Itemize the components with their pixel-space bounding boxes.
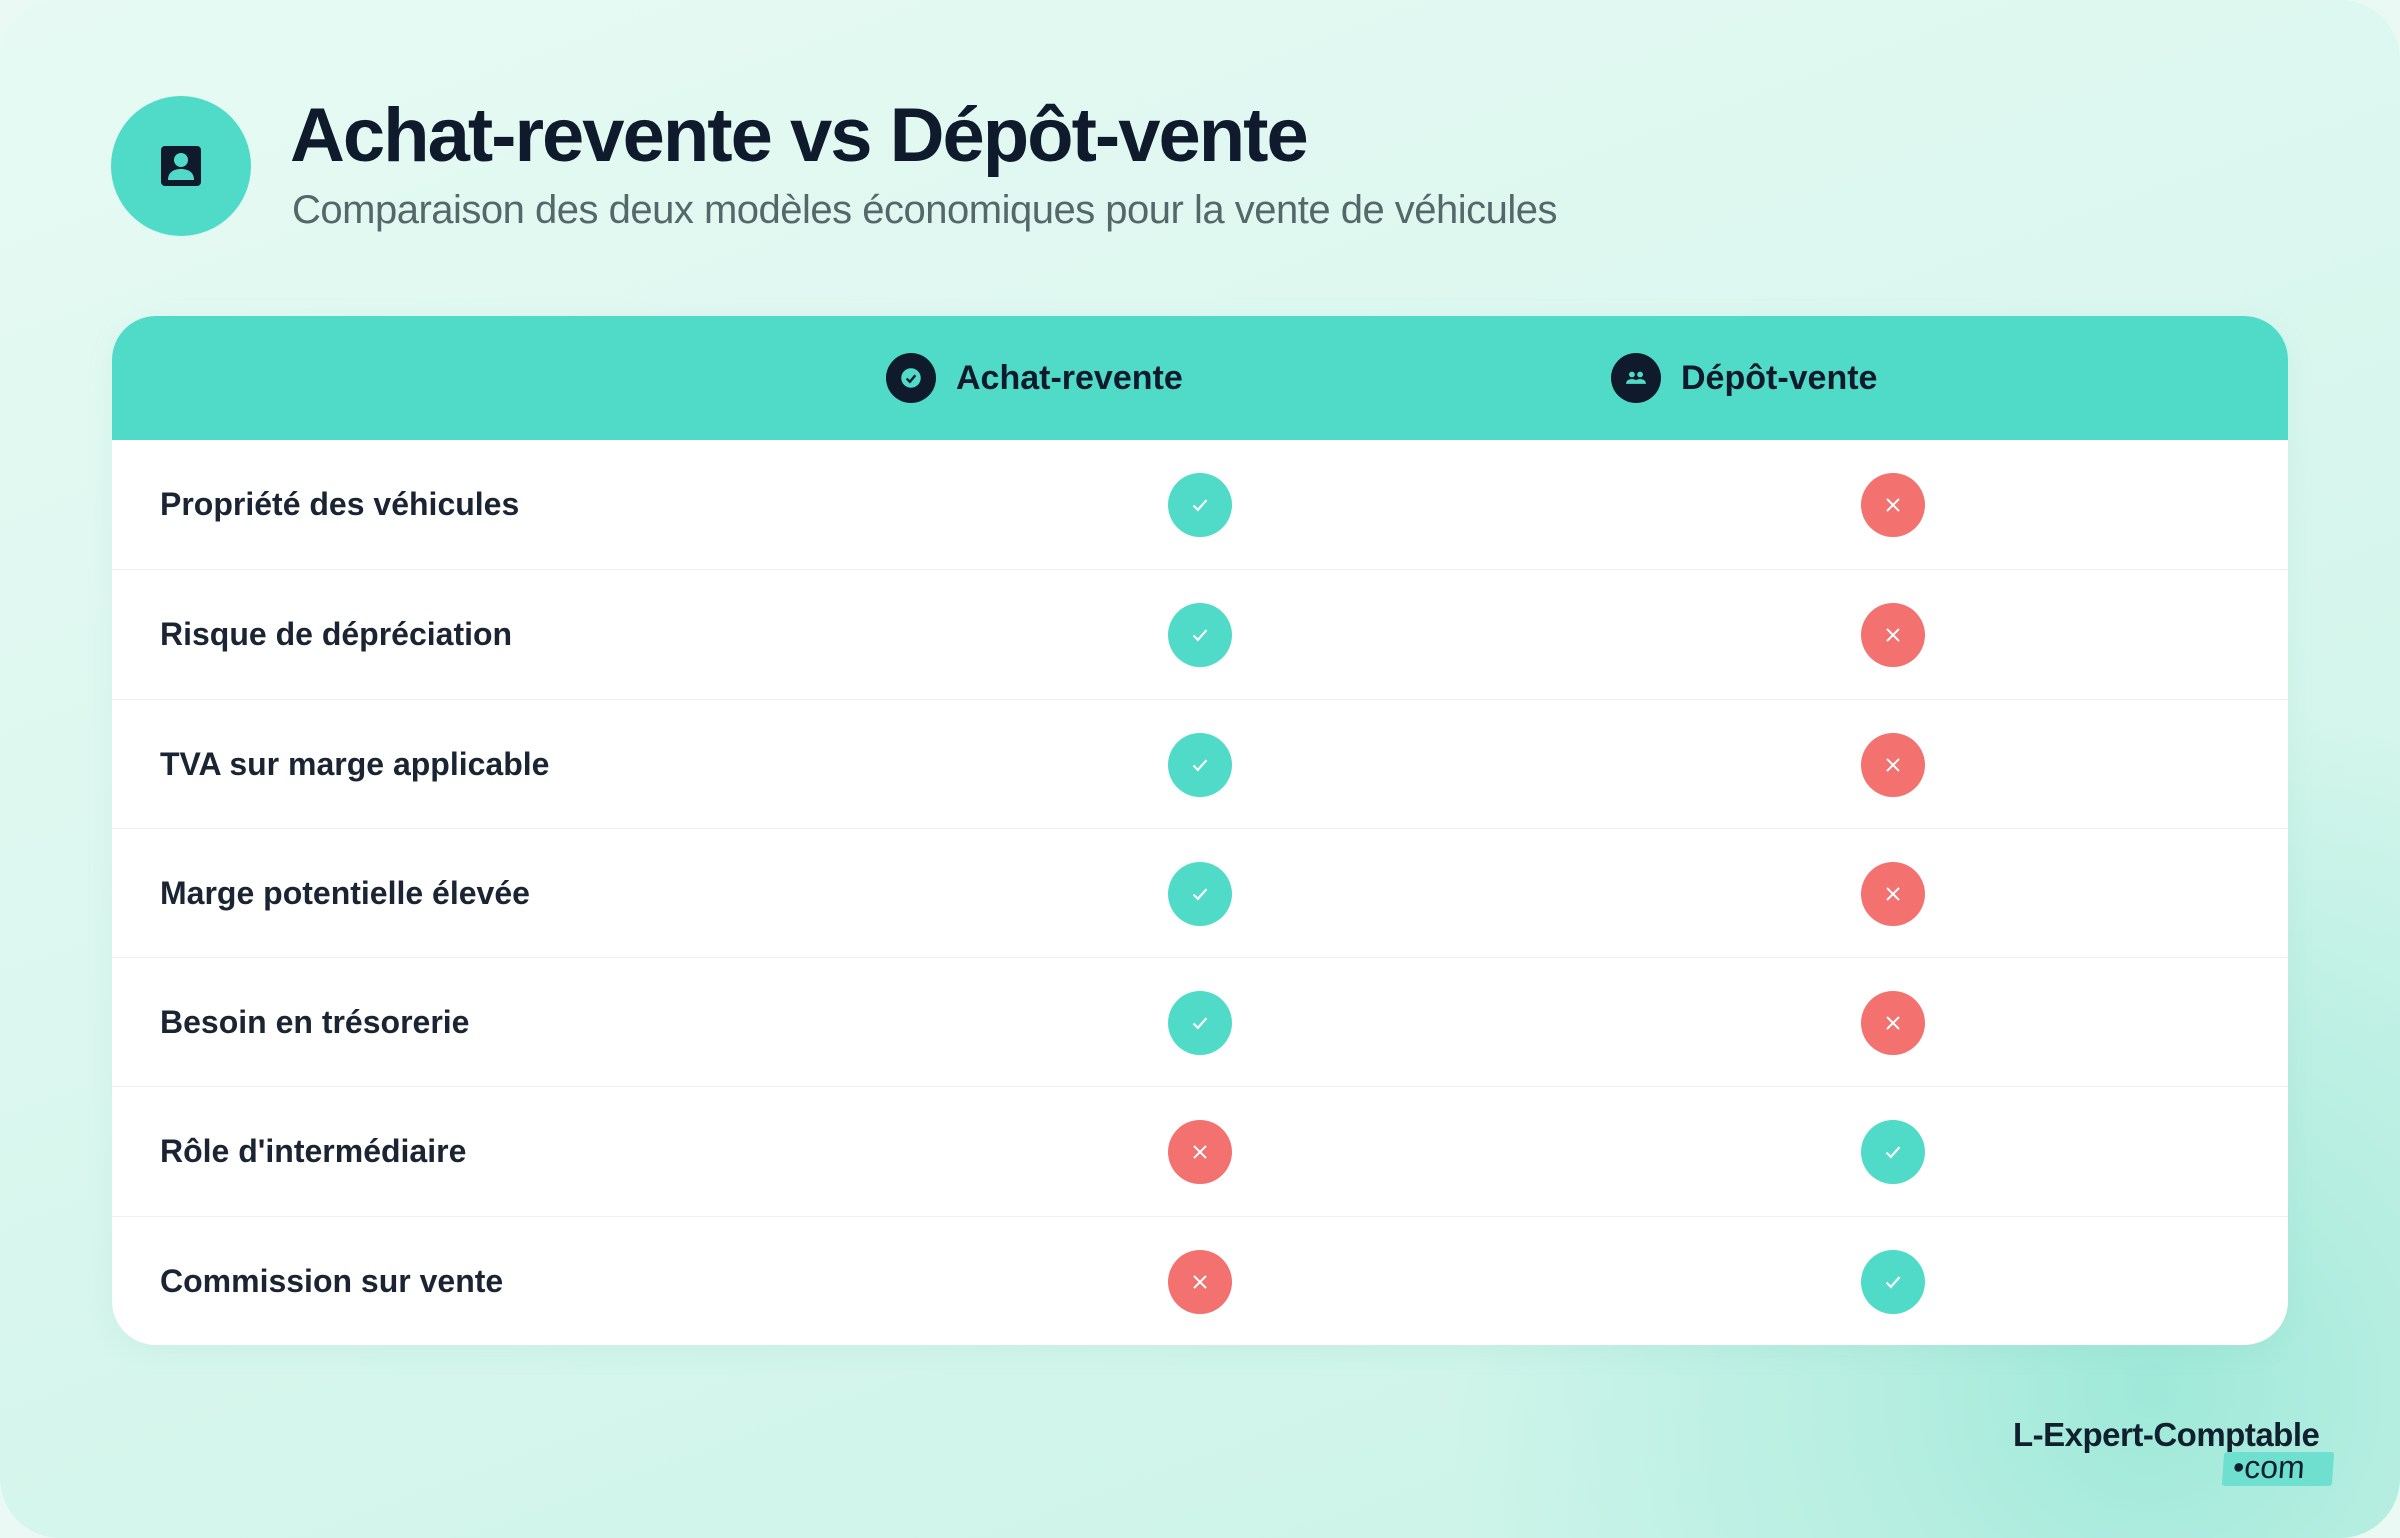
- page-subtitle: Comparaison des deux modèles économiques…: [292, 188, 1558, 232]
- column-header-achat-revente: Achat-revente: [886, 316, 1183, 440]
- table-row: Rôle d'intermédiaire: [112, 1086, 2288, 1215]
- cross-icon: [1861, 473, 1925, 537]
- row-label: Risque de dépréciation: [160, 616, 513, 653]
- cross-icon: [1861, 732, 1925, 797]
- row-label: Marge potentielle élevée: [160, 874, 530, 911]
- logo-tld: •com: [2221, 1449, 2335, 1486]
- cross-icon: [1168, 1249, 1232, 1314]
- header-icon: [111, 96, 251, 236]
- cross-icon: [1861, 991, 1925, 1056]
- table-row: Besoin en trésorerie: [112, 957, 2288, 1086]
- check-icon: [1168, 861, 1232, 926]
- logo-tld-text: com: [2243, 1449, 2307, 1485]
- check-icon: [1861, 1120, 1925, 1185]
- row-label: Rôle d'intermédiaire: [160, 1133, 467, 1170]
- person-badge-icon: [161, 146, 201, 186]
- table-header: Achat-revente Dépôt-vente: [112, 316, 2288, 440]
- check-icon: [1861, 1249, 1925, 1314]
- page-title: Achat-revente vs Dépôt-vente: [290, 93, 1309, 178]
- row-label: Propriété des véhicules: [160, 486, 520, 522]
- column-label: Achat-revente: [956, 358, 1183, 397]
- logo-name: L-Expert-Comptable: [2013, 1416, 2320, 1453]
- table-body: Propriété des véhicules Risque de dépréci…: [112, 440, 2288, 1345]
- row-label: Besoin en trésorerie: [160, 1004, 470, 1041]
- table-row: Marge potentielle élevée: [112, 827, 2288, 957]
- check-icon: [1168, 473, 1232, 537]
- table-row: Propriété des véhicules: [112, 440, 2288, 569]
- check-icon: [1168, 991, 1232, 1056]
- people-icon: [1611, 353, 1661, 403]
- check-circle-icon: [886, 353, 936, 403]
- table-row: TVA sur marge applicable: [112, 698, 2288, 828]
- check-icon: [1168, 603, 1232, 668]
- table-row: Commission sur vente: [112, 1215, 2288, 1345]
- cross-icon: [1861, 861, 1925, 926]
- cross-icon: [1861, 603, 1925, 668]
- brand-logo: L-Expert-Comptable •com: [2013, 1416, 2335, 1486]
- comparison-table: Achat-revente Dépôt-vente Propriété des …: [112, 316, 2288, 1345]
- cross-icon: [1168, 1120, 1232, 1185]
- column-label: Dépôt-vente: [1681, 358, 1878, 397]
- check-icon: [1168, 732, 1232, 797]
- table-row: Risque de dépréciation: [112, 569, 2288, 698]
- column-header-depot-vente: Dépôt-vente: [1611, 316, 1877, 440]
- row-label: TVA sur marge applicable: [160, 745, 550, 782]
- row-label: Commission sur vente: [160, 1262, 504, 1299]
